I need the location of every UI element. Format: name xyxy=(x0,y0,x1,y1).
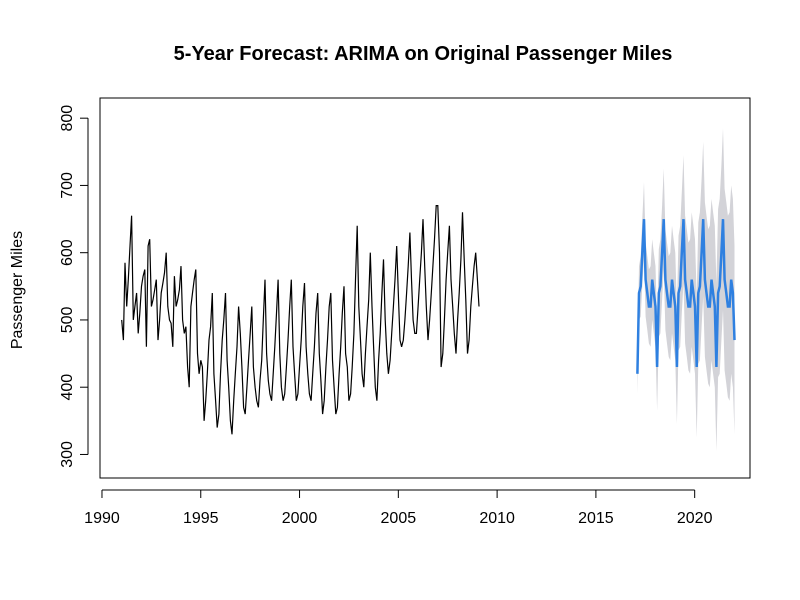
y-axis-label: Passenger Miles xyxy=(9,231,26,349)
y-tick-label: 700 xyxy=(59,172,76,199)
x-tick-label: 1990 xyxy=(84,510,120,527)
y-tick-label: 600 xyxy=(59,239,76,266)
y-tick-label: 400 xyxy=(59,374,76,401)
x-tick-label: 2015 xyxy=(578,510,614,527)
forecast-line xyxy=(636,219,736,374)
plot-area: 1990 1995 2000 2005 2010 2015 2020 300 400 500 600… xyxy=(59,97,751,527)
y-tick-label: 800 xyxy=(59,105,76,132)
x-tick-label: 2010 xyxy=(479,510,515,527)
x-tick-label: 2005 xyxy=(381,510,417,527)
x-tick-label: 1995 xyxy=(183,510,219,527)
y-tick-label: 300 xyxy=(59,441,76,468)
plot-frame xyxy=(99,97,751,479)
chart-title: 5-Year Forecast: ARIMA on Original Passe… xyxy=(174,43,673,65)
history-line xyxy=(121,205,480,435)
y-tick-label: 500 xyxy=(59,307,76,334)
x-tick-label: 2020 xyxy=(677,510,713,527)
x-tick-label: 2000 xyxy=(282,510,318,527)
